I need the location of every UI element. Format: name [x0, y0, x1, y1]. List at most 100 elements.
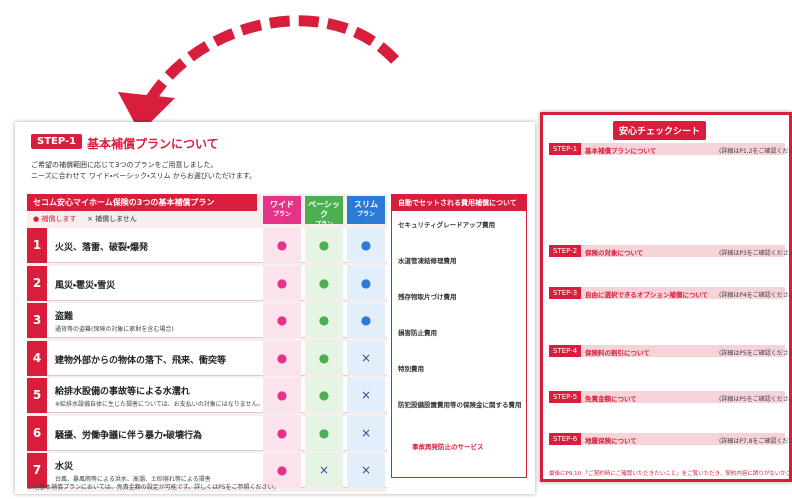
step-title: 保険の対象について [585, 249, 644, 257]
intro-text: ご希望の補償範囲に応じて3つのプランをご用意しました。 [31, 161, 218, 169]
side-title: 自動でセットされる費用補償について [392, 195, 526, 211]
step-hint: (詳細はP5をご確認ください。) [719, 396, 792, 403]
coverage-mark: ● [263, 378, 301, 413]
row-note: 台風、暴風雨等による洪水、高潮、土砂崩れ等による損害 [55, 476, 211, 483]
page-title: 基本補償プランについて [87, 137, 219, 151]
coverage-mark: ● [347, 303, 385, 338]
coverage-mark: × [347, 453, 385, 488]
step-title: 基本補償プランについて [585, 147, 657, 155]
plan-header: ベーシック プラン [305, 196, 343, 228]
table-row: 4 建物外部からの物体の落下、飛来、衝突等 ● ● × [27, 340, 387, 376]
row-note: ※給排水設備自体に生じた損害については、お支払いの対象にはなりません。 [55, 401, 264, 408]
row-label: 火災、落雷、破裂・爆発 [55, 243, 149, 253]
step-label: STEP-3 [549, 287, 582, 299]
step-label: STEP-1 [549, 143, 582, 155]
row-label: 建物外部からの物体の落下、飛来、衝突等 [55, 355, 227, 366]
row-note: 通貨等の盗難(保険の対象に家財を含む場合) [55, 326, 174, 333]
plan-table: セコム安心マイホーム保険の3つの基本補償プラン ● 補償します × 補償しません ワイ… [27, 194, 387, 492]
row-label: 盗難 [55, 312, 74, 322]
row-number: 5 [27, 378, 47, 413]
row-number: 7 [27, 453, 47, 488]
row-number: 2 [27, 265, 47, 301]
coverage-mark: ● [347, 228, 385, 263]
step-label: STEP-6 [549, 433, 582, 445]
step-title: 地震保険について [585, 437, 637, 445]
side-item: 損害防止費用 [398, 329, 437, 337]
legend-not-covered: × 補償しません [87, 215, 137, 223]
step-title: 自由に選択できるオプション補償について [585, 291, 709, 299]
table-row: 1 火災、落雷、破裂・爆発 ● ● ● [27, 228, 387, 263]
coverage-mark: ● [305, 303, 343, 338]
plan-name: ベーシック [308, 200, 340, 219]
plan-name: スリム [354, 200, 378, 209]
coverage-mark: × [347, 415, 385, 451]
coverage-mark: × [305, 453, 343, 488]
step-hint: (詳細はP5をご確認ください。) [719, 350, 792, 357]
sheet-footer: 最後にP9,10,「ご契約時にご確認いただきたいこと」をご覧いただき、契約内容に… [549, 471, 792, 477]
step-label: STEP-5 [549, 391, 582, 403]
right-page: 安心チェックシート STEP-1 基本補償プランについて (詳細はP1,2をご確認くだ… [540, 112, 792, 482]
side-item: 残存物取片づけ費用 [398, 293, 457, 301]
arrow-head [118, 92, 175, 133]
table-row: 2 風災・雹災・雪災 ● ● ● [27, 265, 387, 301]
step-badge: STEP-1 [31, 134, 83, 149]
step-hint: (詳細はP4をご確認ください。) [719, 292, 792, 299]
side-box: 自動でセットされる費用補償についてセキュリティグレードアップ費用 水道管凍結修理費… [391, 194, 527, 478]
legend-covered: ● 補償します [33, 215, 77, 223]
table-row: 5 給排水設備の事故等による水濡れ ※給排水設備自体に生じた損害については、お支払い… [27, 378, 387, 413]
plan-suffix: プラン [314, 221, 333, 228]
coverage-mark: × [347, 378, 385, 413]
sheet-title: 安心チェックシート [613, 121, 707, 140]
row-number: 3 [27, 303, 47, 338]
coverage-mark: × [347, 340, 385, 376]
coverage-mark: ● [263, 228, 301, 263]
row-label: 騒擾、労働争議に伴う暴力・破壊行為 [55, 430, 203, 441]
coverage-mark: ● [305, 378, 343, 413]
coverage-mark: ● [347, 265, 385, 301]
coverage-mark: ● [263, 340, 301, 376]
curved-arrow [145, 15, 400, 103]
side-item: セキュリティグレードアップ費用 [398, 221, 496, 229]
step-hint: (詳細はP3をご確認ください。) [719, 250, 792, 257]
side-item: 特別費用 [398, 365, 424, 373]
coverage-mark: ● [305, 340, 343, 376]
plan-header: ワイド プラン [263, 196, 301, 224]
intro-text: ニーズに合わせて ワイド・ベーシック・スリム からお選びいただけます。 [31, 172, 257, 180]
row-label: 給排水設備の事故等による水濡れ [55, 387, 190, 397]
plan-header: スリム プラン [347, 196, 385, 224]
row-label: 風災・雹災・雪災 [55, 280, 116, 291]
plan-name: ワイド [270, 200, 294, 209]
coverage-mark: ● [263, 453, 301, 488]
row-number: 6 [27, 415, 47, 451]
step-label: STEP-4 [549, 345, 582, 357]
coverage-mark: ● [305, 415, 343, 451]
left-page: STEP-1 基本補償プランについてご希望の補償範囲に応じて3つのプランをご用意し… [15, 122, 535, 494]
coverage-mark: ● [263, 265, 301, 301]
step-hint: (詳細はP7,8をご確認ください。) [719, 438, 792, 445]
coverage-mark: ● [263, 303, 301, 338]
step-title: 保険料の割引について [585, 349, 650, 357]
coverage-mark: ● [305, 265, 343, 301]
table-row: 6 騒擾、労働争議に伴う暴力・破壊行為 ● ● × [27, 415, 387, 451]
table-title: セコム安心マイホーム保険の3つの基本補償プラン [27, 194, 257, 211]
row-label: 水災 [55, 462, 74, 472]
coverage-mark: ● [305, 228, 343, 263]
row-number: 4 [27, 340, 47, 376]
step-title: 免責金額について [585, 395, 637, 403]
plan-suffix: プラン [356, 211, 375, 218]
footnote: 上記基本補償プランにおいては、免責金額の設定が可能です。詳しくはP5をご参照くだ… [27, 484, 280, 491]
step-label: STEP-2 [549, 245, 582, 257]
side-item: 水道管凍結修理費用 [398, 257, 457, 265]
coverage-mark: ● [263, 415, 301, 451]
table-row: 7 水災 台風、暴風雨等による洪水、高潮、土砂崩れ等による損害 ● × × [27, 453, 387, 488]
table-row: 3 盗難 通貨等の盗難(保険の対象に家財を含む場合) ● ● ● [27, 303, 387, 338]
step-hint: (詳細はP1,2をご確認ください。) [719, 148, 792, 155]
